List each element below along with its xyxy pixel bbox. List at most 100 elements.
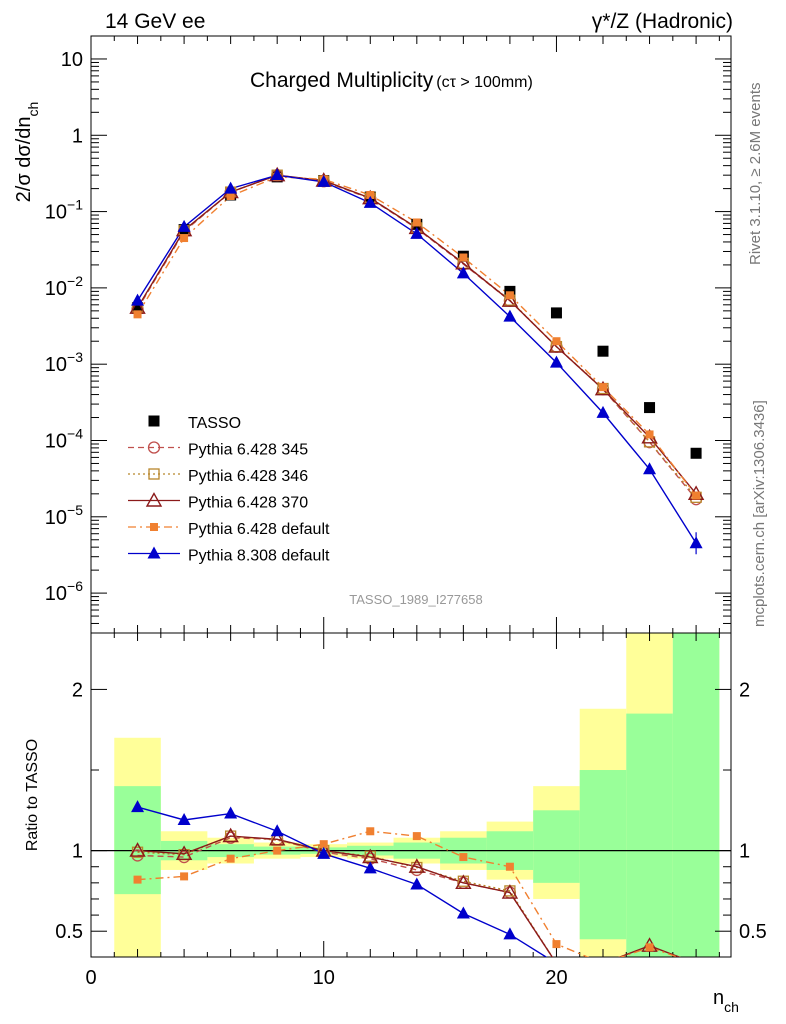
marker-triangle — [147, 546, 161, 559]
band-inner-9 — [533, 810, 580, 883]
marker-square-open — [148, 468, 160, 480]
ratio-y-axis-label: Ratio to TASSO — [24, 739, 41, 851]
marker-square — [459, 853, 468, 862]
marker-square — [180, 872, 189, 881]
marker-triangle — [410, 877, 424, 890]
marker-triangle — [131, 293, 145, 306]
marker-triangle — [549, 355, 563, 368]
marker-square — [597, 345, 609, 357]
marker-square — [552, 337, 561, 346]
ratio-series-line — [137, 806, 548, 957]
marker-square — [644, 402, 656, 414]
band-inner-10 — [579, 770, 627, 940]
marker-triangle — [363, 195, 377, 208]
svg-text:Charged Multiplicity(cτ > 100m: Charged Multiplicity (cτ > 100mm) — [250, 69, 533, 92]
marker-square — [692, 491, 701, 500]
x-tick-label: 10 — [313, 967, 335, 989]
legend: TASSO Pythia 6.428 345 Pythia 6.428 346 Pyt… — [128, 415, 330, 565]
ratio-panel-markers — [129, 800, 658, 952]
marker-triangle — [363, 861, 377, 874]
ratio-y-tick-label: 0.5 — [55, 921, 83, 943]
header-right-label: γ*/Z (Hadronic) — [592, 10, 733, 33]
y-tick-label: 10 — [61, 49, 83, 71]
y-tick-label: 10−1 — [45, 197, 83, 224]
marker-square — [132, 302, 144, 314]
marker-square — [319, 840, 328, 849]
ratio-y-tick-label: 2 — [72, 679, 83, 701]
legend-label: Pythia 6.428 default — [188, 521, 330, 538]
marker-square — [226, 854, 235, 863]
band-inner-11 — [626, 713, 673, 957]
marker-triangle — [643, 462, 657, 475]
band-inner-12 — [672, 633, 720, 957]
ratio-y-tick-label-right: 0.5 — [739, 921, 767, 943]
marker-square — [550, 307, 562, 319]
marker-square — [599, 383, 607, 392]
marker-triangle-open — [501, 884, 519, 899]
marker-triangle — [596, 405, 610, 418]
marker-circle-open — [147, 441, 161, 454]
marker-triangle-open — [408, 858, 426, 873]
legend-label: TASSO — [188, 415, 241, 432]
marker-square — [505, 862, 514, 871]
mcplots-reference-label: mcplots.cern.ch [arXiv:1306.3436] — [751, 400, 768, 627]
marker-triangle-open — [548, 338, 565, 353]
ratio-panel-frame — [90, 632, 732, 958]
marker-square — [366, 827, 375, 836]
ratio-series-line — [137, 835, 682, 957]
ratio-series-line — [137, 837, 554, 957]
legend-label: Pythia 6.428 370 — [188, 495, 308, 512]
x-tick-label: 20 — [545, 967, 567, 989]
marker-square — [505, 291, 514, 300]
marker-square — [552, 940, 561, 949]
marker-square — [645, 943, 654, 952]
marker-square — [133, 875, 142, 884]
y-tick-label: 10−3 — [45, 349, 83, 376]
y-tick-label: 10−6 — [45, 578, 83, 605]
marker-triangle — [503, 927, 517, 940]
marker-triangle — [270, 824, 284, 837]
legend-label: Pythia 6.428 346 — [188, 468, 308, 485]
marker-triangle — [410, 226, 424, 239]
main-y-axis-label: 2/σ dσ/dnch — [13, 102, 41, 203]
marker-square — [459, 253, 468, 262]
ratio-y-tick-label-right: 2 — [739, 679, 750, 701]
marker-square — [226, 192, 235, 201]
marker-triangle-open — [455, 874, 472, 890]
marker-triangle — [317, 846, 331, 859]
marker-square — [180, 234, 189, 243]
marker-triangle — [177, 219, 191, 232]
marker-square — [366, 190, 375, 199]
ratio-y-tick-label: 1 — [72, 841, 83, 863]
chart-title-main: Charged Multiplicity — [250, 69, 434, 92]
marker-triangle — [224, 181, 238, 194]
ratio-panel-axes: 0.5 0.51 12 20 10 20 — [55, 632, 767, 989]
marker-square — [690, 447, 702, 459]
marker-triangle — [131, 800, 145, 813]
marker-triangle — [317, 174, 331, 187]
marker-square — [148, 415, 160, 427]
legend-label: Pythia 8.308 default — [188, 548, 330, 565]
ratio-y-tick-label-right: 1 — [739, 841, 750, 863]
legend-label: Pythia 6.428 345 — [188, 442, 308, 459]
marker-square — [645, 430, 654, 439]
header-left-label: 14 GeV ee — [105, 10, 205, 33]
rivet-version-label: Rivet 3.1.10, ≥ 2.6M events — [747, 83, 764, 266]
marker-triangle — [270, 168, 284, 181]
marker-triangle — [456, 266, 470, 279]
marker-triangle-open — [222, 827, 239, 843]
marker-triangle-open — [501, 292, 519, 307]
main-panel-frame — [90, 35, 732, 634]
marker-triangle — [503, 309, 517, 322]
x-axis-label: nch — [713, 987, 739, 1015]
y-tick-label: 1 — [72, 125, 83, 147]
marker-triangle-open — [268, 830, 286, 846]
y-tick-label: 10−2 — [45, 273, 83, 300]
marker-triangle — [456, 906, 470, 919]
marker-triangle-open — [129, 842, 146, 857]
marker-triangle-open — [175, 845, 193, 861]
marker-square — [150, 523, 158, 531]
ratio-uncertainty-bands — [114, 633, 720, 957]
x-tick-label: 0 — [85, 967, 96, 989]
